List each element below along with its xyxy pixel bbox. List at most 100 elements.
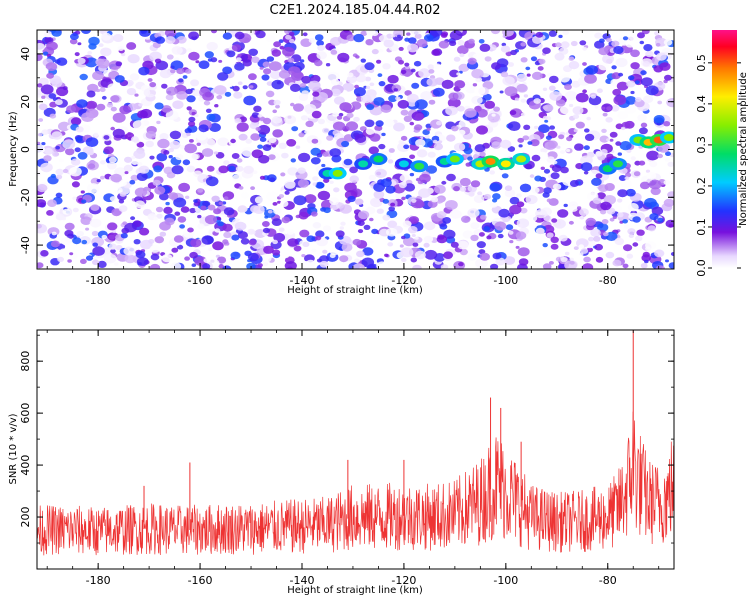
noise-blob: [243, 165, 254, 174]
noise-blob: [301, 75, 312, 84]
noise-blob: [224, 91, 232, 97]
noise-blob: [118, 180, 127, 187]
noise-blob: [525, 194, 538, 205]
noise-blob: [124, 156, 133, 163]
noise-blob: [37, 224, 42, 229]
noise-blob: [211, 30, 217, 34]
noise-blob: [55, 192, 63, 198]
noise-blob: [287, 57, 295, 63]
noise-blob: [317, 190, 331, 201]
noise-blob: [401, 257, 407, 263]
noise-blob: [354, 84, 359, 89]
noise-blob: [234, 221, 247, 231]
noise-blob: [403, 115, 413, 123]
noise-blob: [517, 247, 530, 257]
noise-blob: [668, 223, 674, 228]
noise-blob: [588, 236, 594, 242]
noise-blob: [357, 229, 364, 234]
noise-blob: [77, 152, 88, 160]
noise-blob: [106, 102, 114, 108]
noise-blob: [50, 173, 56, 178]
noise-blob: [528, 222, 537, 230]
noise-blob: [311, 138, 319, 144]
noise-blob: [308, 38, 316, 43]
noise-blob: [69, 38, 78, 45]
noise-blob: [619, 141, 632, 151]
noise-blob: [204, 51, 214, 59]
noise-blob: [606, 138, 611, 142]
signal-point: [373, 155, 384, 163]
noise-blob: [322, 151, 329, 157]
noise-blob: [315, 230, 325, 238]
noise-blob: [126, 88, 137, 96]
noise-blob: [129, 73, 140, 81]
noise-blob: [390, 202, 396, 207]
noise-blob: [80, 190, 85, 194]
noise-blob: [410, 68, 416, 73]
noise-blob: [449, 69, 460, 78]
noise-blob: [86, 90, 96, 98]
noise-blob: [262, 227, 271, 234]
noise-blob: [349, 166, 358, 174]
noise-blob: [432, 139, 438, 144]
noise-blob: [214, 228, 221, 233]
noise-blob: [625, 172, 632, 178]
noise-blob: [155, 206, 164, 213]
spectrogram-noise: [37, 30, 674, 269]
noise-blob: [87, 50, 93, 55]
noise-blob: [594, 105, 599, 109]
noise-blob: [272, 109, 278, 114]
signal-point: [516, 155, 527, 163]
noise-blob: [248, 73, 257, 81]
noise-blob: [213, 208, 222, 215]
noise-blob: [102, 247, 112, 255]
noise-blob: [69, 166, 82, 177]
noise-blob: [457, 240, 469, 250]
noise-blob: [261, 74, 270, 81]
noise-blob: [433, 143, 443, 151]
noise-blob: [655, 42, 661, 47]
noise-blob: [264, 215, 269, 219]
noise-blob: [61, 237, 72, 246]
noise-blob: [480, 214, 487, 220]
noise-blob: [59, 248, 69, 256]
noise-blob: [154, 58, 162, 64]
noise-blob: [423, 242, 430, 248]
noise-blob: [44, 31, 53, 38]
noise-blob: [646, 171, 657, 180]
noise-blob: [516, 73, 527, 82]
noise-blob: [523, 94, 529, 98]
noise-blob: [260, 253, 272, 263]
noise-blob: [457, 39, 465, 46]
noise-blob: [228, 165, 236, 172]
noise-blob: [569, 180, 579, 187]
noise-blob: [335, 230, 345, 238]
noise-blob: [507, 62, 514, 67]
noise-blob: [628, 33, 639, 42]
noise-blob: [82, 146, 94, 155]
noise-blob: [612, 88, 622, 96]
noise-blob: [76, 99, 88, 108]
noise-blob: [520, 42, 526, 47]
noise-blob: [120, 233, 128, 239]
noise-blob: [497, 233, 504, 239]
noise-blob: [454, 80, 466, 89]
noise-blob: [186, 165, 196, 173]
noise-blob: [49, 113, 57, 119]
noise-blob: [286, 139, 297, 147]
noise-blob: [337, 52, 350, 63]
noise-blob: [339, 226, 344, 230]
noise-blob: [156, 213, 163, 219]
noise-blob: [131, 155, 136, 160]
noise-blob: [376, 208, 384, 214]
noise-blob: [645, 246, 651, 251]
noise-blob: [255, 30, 266, 39]
noise-blob: [382, 63, 391, 70]
noise-blob: [236, 57, 242, 62]
noise-blob: [527, 141, 533, 145]
noise-blob: [196, 132, 207, 141]
noise-blob: [591, 177, 602, 186]
noise-blob: [262, 144, 272, 152]
signal-point: [500, 160, 511, 168]
noise-blob: [218, 165, 229, 174]
